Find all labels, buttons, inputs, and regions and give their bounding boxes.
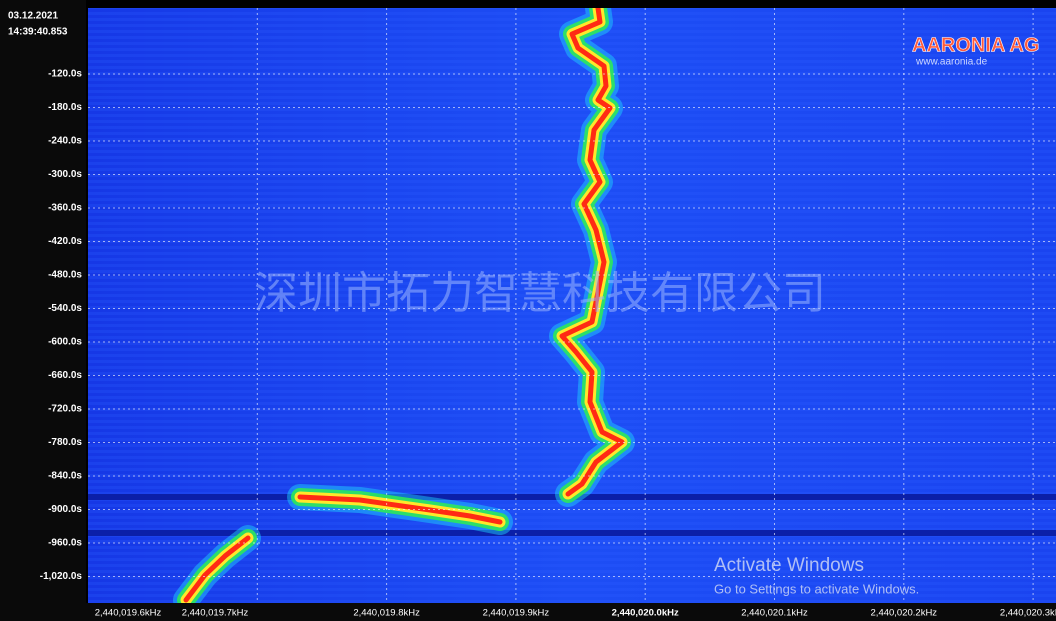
y-tick-label: -480.0s — [48, 270, 82, 281]
y-tick-label: -240.0s — [48, 136, 82, 147]
dark-band — [88, 530, 1056, 536]
x-tick-label: 2,440,019.9kHz — [483, 608, 550, 619]
y-tick-label: -180.0s — [48, 102, 82, 113]
y-tick-label: -600.0s — [48, 337, 82, 348]
x-tick-label: 2,440,020.0kHz — [612, 608, 679, 619]
y-tick-label: -780.0s — [48, 437, 82, 448]
trace-line — [297, 494, 503, 525]
activation-title: Activate Windows — [714, 555, 864, 576]
x-tick-label: 2,440,019.6kHz — [95, 608, 162, 619]
bottom-axis — [0, 603, 1056, 621]
logo-url: www.aaronia.de — [915, 57, 988, 68]
trace-line — [559, 8, 625, 497]
y-tick-label: -900.0s — [48, 504, 82, 515]
y-tick-label: -420.0s — [48, 236, 82, 247]
watermark: 深圳市拓力智慧科技有限公司 — [254, 268, 826, 319]
grid — [88, 8, 1056, 603]
trace-line — [183, 535, 251, 603]
x-tick-label: 2,440,020.1kHz — [741, 608, 808, 619]
y-tick-label: -960.0s — [48, 538, 82, 549]
y-tick-label: -660.0s — [48, 370, 82, 381]
date: 03.12.2021 — [8, 11, 58, 22]
y-tick-label: -360.0s — [48, 203, 82, 214]
logo: AARONIA AG — [912, 34, 1039, 56]
time: 14:39:40.853 — [8, 27, 68, 38]
activation-subtitle: Go to Settings to activate Windows. — [714, 581, 919, 596]
y-tick-label: -540.0s — [48, 303, 82, 314]
x-tick-label: 2,440,019.8kHz — [353, 608, 420, 619]
y-tick-label: -120.0s — [48, 69, 82, 80]
x-tick-label: 2,440,019.7kHz — [182, 608, 249, 619]
left-panel — [0, 0, 86, 621]
y-tick-label: -720.0s — [48, 404, 82, 415]
y-tick-label: -300.0s — [48, 169, 82, 180]
y-tick-label: -840.0s — [48, 471, 82, 482]
signal-trace — [173, 8, 635, 603]
y-tick-label: -1,020.0s — [40, 571, 83, 582]
x-tick-label: 2,440,020.2kHz — [871, 608, 938, 619]
x-tick-label: 2,440,020.3kHz — [1000, 608, 1056, 619]
